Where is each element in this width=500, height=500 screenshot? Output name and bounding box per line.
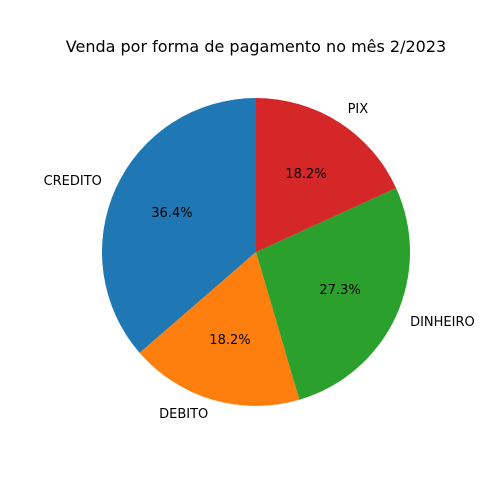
category-label-dinheiro: DINHEIRO bbox=[410, 315, 475, 330]
chart-title: Venda por forma de pagamento no mês 2/20… bbox=[66, 37, 446, 56]
pie-slice-pix bbox=[256, 98, 397, 252]
category-label-credito: CREDITO bbox=[44, 174, 102, 189]
percent-label-debito: 18.2% bbox=[209, 333, 250, 348]
percent-label-pix: 18.2% bbox=[285, 167, 326, 182]
pie-slice-credito bbox=[102, 98, 256, 353]
category-label-pix: PIX bbox=[348, 102, 369, 117]
pie-slices bbox=[102, 98, 410, 406]
pie-slice-debito bbox=[139, 252, 300, 406]
pie-labels: CREDITO 36.4% DEBITO 18.2% DINHEIRO 27.3% PIX 1… bbox=[44, 102, 475, 422]
percent-label-credito: 36.4% bbox=[151, 206, 192, 221]
pie-slice-dinheiro bbox=[256, 188, 410, 400]
percent-label-dinheiro: 27.3% bbox=[319, 283, 360, 298]
category-label-debito: DEBITO bbox=[159, 407, 208, 422]
